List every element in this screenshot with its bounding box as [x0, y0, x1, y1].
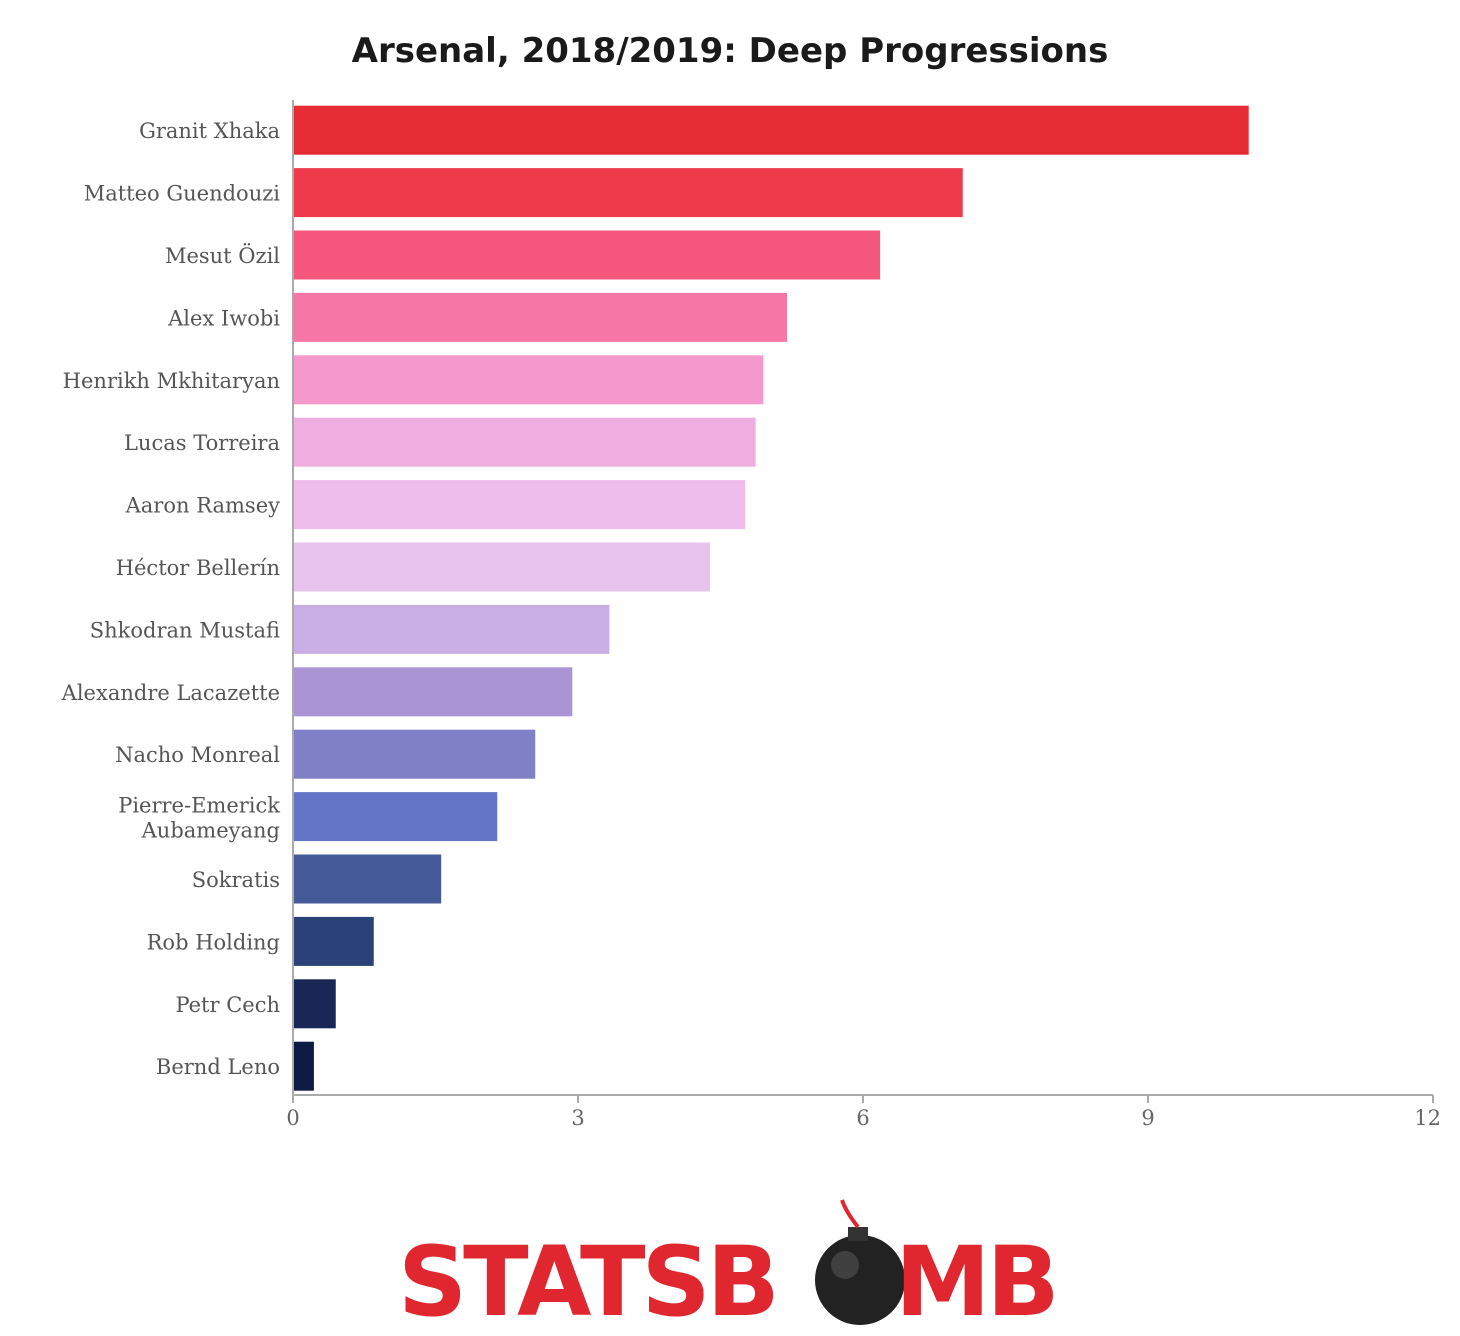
- category-label: Pierre-Emerick Aubameyang: [118, 794, 280, 843]
- category-label: Bernd Leno: [156, 1055, 280, 1079]
- bar: [293, 979, 336, 1029]
- category-label: Lucas Torreira: [124, 431, 280, 455]
- category-label: Rob Holding: [147, 930, 280, 954]
- bar: [293, 667, 573, 717]
- bar: [293, 1041, 314, 1091]
- x-tick-label: 6: [856, 1106, 869, 1130]
- category-label: Alexandre Lacazette: [61, 681, 280, 705]
- chart-title: Arsenal, 2018/2019: Deep Progressions: [352, 31, 1109, 71]
- bar: [293, 854, 442, 904]
- bar: [293, 105, 1249, 155]
- logo-text-left: STATSB: [398, 1226, 776, 1336]
- logo-text-right: MB: [895, 1226, 1056, 1336]
- bar: [293, 292, 787, 342]
- bar: [293, 355, 764, 405]
- bar: [293, 792, 498, 842]
- category-labels: Granit Xhaka Matteo Guendouzi Mesut Özil Al…: [61, 119, 281, 1079]
- bar: [293, 230, 881, 280]
- category-label: Mesut Özil: [165, 243, 280, 268]
- bar: [293, 916, 374, 966]
- x-tick-label: 0: [286, 1106, 299, 1130]
- bar: [293, 604, 610, 654]
- category-label: Sokratis: [192, 868, 280, 892]
- bar: [293, 729, 536, 779]
- bar: [293, 168, 963, 218]
- x-tick-label: 3: [571, 1106, 584, 1130]
- bar: [293, 542, 711, 592]
- x-tick-label: 12: [1414, 1106, 1441, 1130]
- category-label: Granit Xhaka: [139, 119, 280, 143]
- category-label: Henrikh Mkhitaryan: [63, 369, 280, 393]
- bars-group: [293, 105, 1249, 1091]
- category-label: Shkodran Mustafi: [90, 618, 280, 642]
- category-label: Alex Iwobi: [167, 306, 280, 330]
- category-label: Petr Cech: [175, 993, 280, 1017]
- category-label: Matteo Guendouzi: [84, 182, 281, 206]
- bomb-icon: [815, 1199, 905, 1325]
- bar: [293, 417, 756, 467]
- bar: [293, 480, 746, 530]
- x-tick-label: 9: [1141, 1106, 1154, 1130]
- axes: 0 3 6 9 12: [286, 100, 1441, 1130]
- category-label: Héctor Bellerín: [116, 556, 280, 580]
- category-label: Aaron Ramsey: [125, 494, 280, 518]
- category-label: Nacho Monreal: [115, 743, 280, 767]
- statsbomb-logo: STATSB MB: [398, 1199, 1060, 1336]
